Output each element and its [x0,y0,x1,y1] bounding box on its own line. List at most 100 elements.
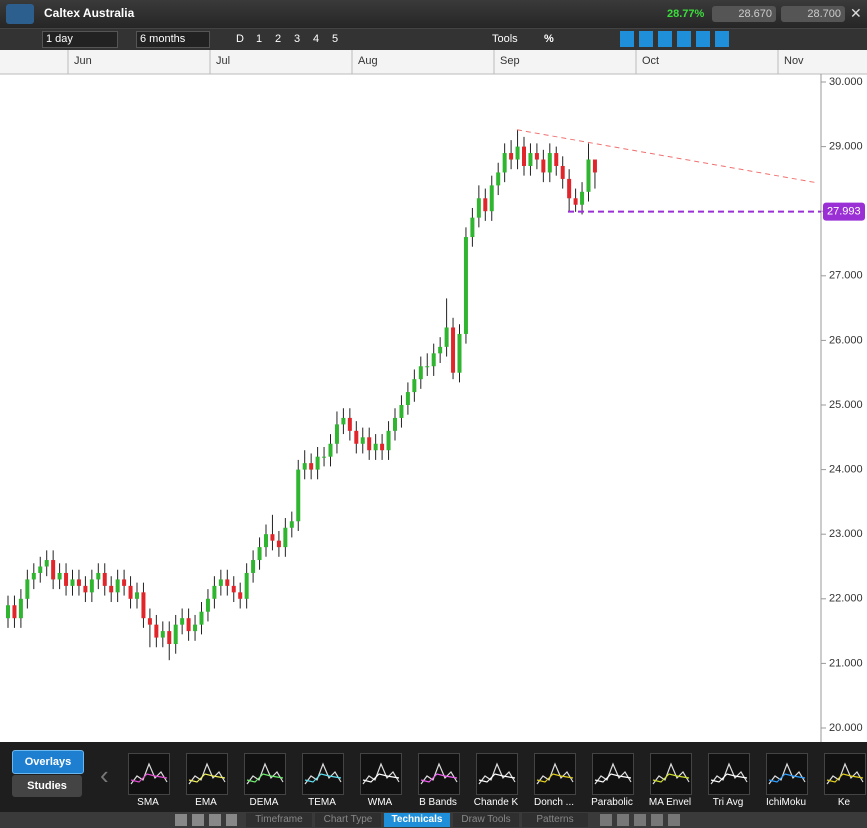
tab[interactable]: Draw Tools [453,813,519,827]
studies-button[interactable]: Studies [12,775,82,797]
thumbnail-art [710,762,748,785]
bid[interactable]: 28.670 [712,6,776,22]
candle-body [264,534,268,548]
candle-body [70,579,75,586]
candle-body [231,585,236,593]
period[interactable]: 3 [294,33,301,45]
x-tick-label: Aug [358,55,378,67]
tool-icons[interactable] [620,31,730,47]
indicator-label[interactable]: Ke [837,797,851,808]
title-bar: Caltex Australia 28.77% 28.670 28.700 ✕ [0,0,867,28]
candle-body [315,456,320,470]
y-tick-label: 29.000 [829,141,863,153]
period[interactable]: 1 [256,33,263,45]
change: 28.77% [667,8,705,20]
candle-body [334,424,339,444]
indicator-label[interactable]: SMA [137,797,159,808]
candle-body [244,572,249,599]
indicator-thumbnail[interactable] [708,753,750,795]
candle-body [534,153,539,160]
level-tag [823,202,865,221]
indicator-label[interactable]: MA Envel [648,797,692,808]
toolbar: 1 day 6 months D 1 2 3 4 5 Tools % [0,28,867,51]
indicator-thumbnail[interactable] [302,753,344,795]
indicator-label[interactable]: Tri Avg [712,797,744,808]
candle-body [218,579,223,586]
tab[interactable]: Patterns [522,813,588,827]
thumbnail-art [768,762,806,785]
indicator-label[interactable]: TEMA [308,797,336,808]
indicator-thumbnail[interactable] [824,753,866,795]
thumbnail-art [536,762,574,785]
indicator-thumbnail[interactable] [128,753,170,795]
percent-toggle[interactable]: % [544,33,554,45]
candle-body [373,443,378,451]
interval: 1 day [46,33,73,45]
indicator-thumbnail[interactable] [766,753,808,795]
candle-body [528,153,533,166]
tab[interactable]: Timeframe [246,813,312,827]
candle-body [283,527,288,548]
y-tick-label: 27.000 [829,270,863,282]
thumbnail-art [130,762,168,785]
thumbnail-art [246,762,284,785]
candle-body [18,598,23,619]
candle-body [6,605,10,619]
indicator-thumbnail[interactable] [534,753,576,795]
candle-body [212,585,217,599]
period[interactable]: 5 [332,33,339,45]
candle-body [199,611,204,625]
indicator-label[interactable]: IchiMoku [765,797,806,808]
close-button[interactable]: ✕ [850,5,862,21]
indicator-label[interactable]: Parabolic [591,797,633,808]
candle-body [380,443,385,451]
candle-body [438,346,443,354]
candle-body [238,592,243,599]
candle-body [289,521,294,528]
x-tick-label: Sep [500,55,520,67]
indicator-label[interactable]: EMA [195,797,217,808]
scroll-left[interactable]: ‹ [100,760,109,790]
indicator-label[interactable]: B Bands [419,797,457,808]
indicator-thumbnail[interactable] [186,753,228,795]
thumbnail-art [420,762,458,785]
tab[interactable]: Chart Type [315,813,381,827]
interval-select[interactable]: 1 day [42,31,118,48]
indicator-thumbnail[interactable] [244,753,286,795]
indicator-label[interactable]: Donch ... [533,797,575,808]
indicator-label[interactable]: WMA [367,797,393,808]
range-select[interactable]: 6 months [136,31,210,48]
indicator-label[interactable]: DEMA [249,797,279,808]
period[interactable]: D [236,33,244,45]
candle-body [180,618,185,625]
indicator-thumbnail[interactable] [650,753,692,795]
technicals-panel: Overlays Studies ‹ › SMAEMADEMATEMAWMAB … [0,742,867,812]
ask[interactable]: 28.700 [781,6,845,22]
indicator-thumbnail[interactable] [360,753,402,795]
instrument-title: Caltex Australia [44,6,135,20]
indicator-label[interactable]: Chande K [473,797,519,808]
overlays-button[interactable]: Overlays [12,750,84,774]
candle-body [515,146,520,160]
tab[interactable]: Technicals [384,813,450,827]
candle-body [251,560,256,573]
candle-body [122,579,127,586]
period[interactable]: 2 [275,33,282,45]
thumbnail-art [362,762,400,785]
y-tick-label: 22.000 [829,593,863,605]
candle-body [470,217,475,238]
zoom-icons[interactable] [600,814,682,826]
indicator-thumbnail[interactable] [418,753,460,795]
candle-body [444,327,449,347]
menu-button[interactable] [6,4,34,24]
period[interactable]: 4 [313,33,320,45]
indicator-thumbnail[interactable] [476,753,518,795]
candle-body [560,165,565,179]
candle-body [393,417,397,431]
candle-body [270,534,275,541]
x-tick-label: Jul [216,55,230,67]
candle-body [147,618,152,625]
tab-icons[interactable] [175,814,237,826]
candle-body [586,159,591,192]
indicator-thumbnail[interactable] [592,753,634,795]
